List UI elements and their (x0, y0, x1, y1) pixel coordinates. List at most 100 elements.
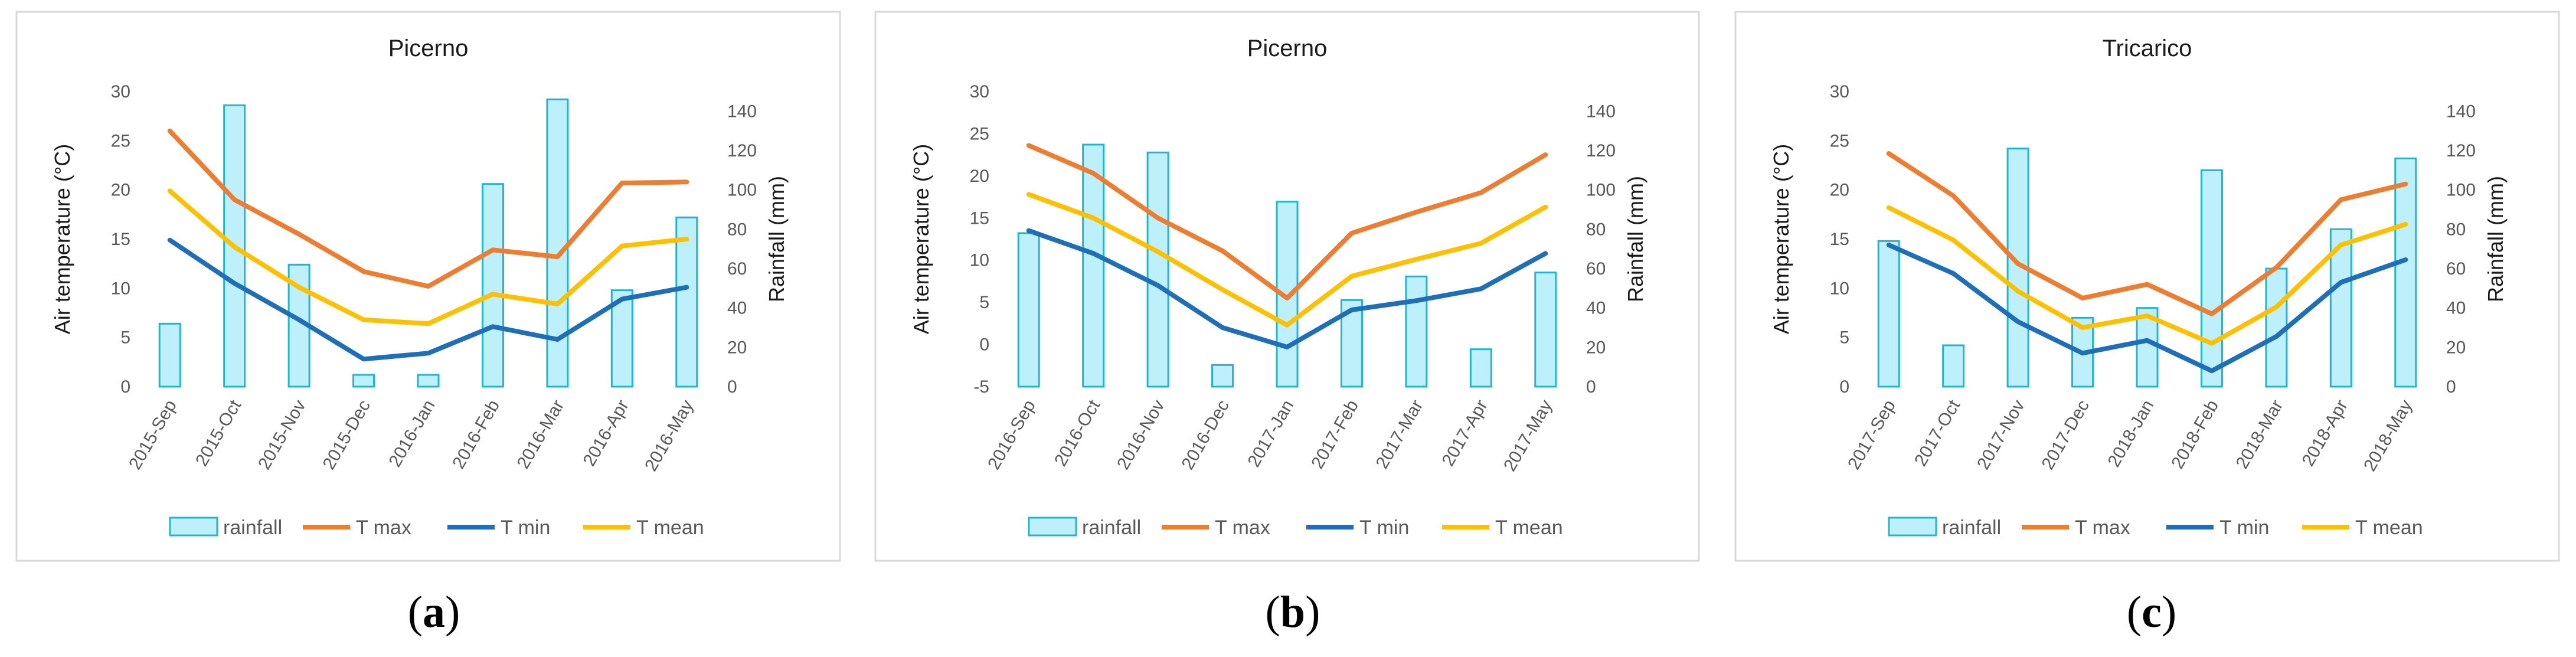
t-mean-line (1886, 205, 2408, 346)
y-left-tick-label: 5 (979, 293, 989, 312)
rainfall-bar (1211, 364, 1234, 388)
y-right-tick-label: 20 (1586, 338, 1606, 357)
rainfall-bar (610, 289, 633, 388)
y-right-tick-label: 100 (1586, 181, 1616, 200)
y-left-tick-label: 30 (1830, 82, 1849, 102)
t-mean-line (1026, 192, 1548, 328)
panel-letter-a: (a) (408, 587, 460, 637)
y-left-tick-label: 20 (1830, 181, 1849, 200)
legend-label: rainfall (1942, 517, 2001, 539)
chart-panel-b: Picerno -5 0 5 10 15 20 25 30 0 20 40 60 80 100 120 140 A… (874, 11, 1700, 562)
legend-label: T min (2219, 517, 2269, 539)
legend-label: T min (1359, 517, 1409, 539)
y-left-tick-label: 0 (979, 335, 989, 355)
t-min-line (1026, 228, 1548, 349)
y-left-axis-title: Air temperature (°C) (1769, 144, 1793, 334)
rainfall-bar (417, 374, 440, 388)
y-right-tick-label: 120 (2446, 141, 2476, 161)
chart-panel-c: Tricarico 0 5 10 15 20 25 30 0 20 40 60 80 100 120 140 A… (1734, 11, 2560, 562)
y-left-axis-title: Air temperature (°C) (909, 144, 933, 334)
y-left-tick-label: 30 (111, 82, 130, 102)
legend-label: T max (1215, 517, 1270, 539)
rainfall-bar (1877, 240, 1900, 388)
rainfall-bar (352, 374, 375, 388)
y-right-tick-label: 40 (727, 299, 747, 318)
y-right-axis-title: Rainfall (mm) (764, 176, 789, 302)
rainfall-bar (1146, 151, 1169, 388)
legend-label: T mean (636, 517, 704, 539)
y-right-tick-label: 120 (1586, 141, 1616, 161)
y-left-tick-label: 20 (111, 181, 130, 200)
y-left-tick-label: 30 (970, 82, 989, 102)
rainfall-bar (1082, 143, 1105, 388)
legend-label: rainfall (1082, 517, 1141, 539)
y-left-tick-label: 20 (970, 166, 989, 186)
y-right-tick-label: 80 (1586, 220, 1606, 239)
y-left-tick-label: 10 (970, 251, 989, 270)
y-right-tick-label: 140 (2446, 102, 2476, 121)
rainfall-bar (675, 216, 698, 388)
y-right-tick-label: 80 (2446, 220, 2466, 239)
y-right-tick-label: 80 (727, 220, 747, 239)
y-right-tick-label: 40 (1586, 299, 1606, 318)
y-right-tick-label: 20 (2446, 338, 2466, 357)
y-left-tick-label: 0 (1839, 377, 1849, 397)
panel-letter-b: (b) (1266, 587, 1320, 637)
legend-rainfall-swatch (1888, 517, 1937, 537)
y-left-tick-label: 5 (1839, 328, 1849, 348)
rainfall-bar (481, 183, 504, 388)
chart-title: Picerno (1247, 35, 1328, 61)
rainfall-bar (2394, 157, 2417, 388)
rainfall-bar (2265, 267, 2288, 388)
y-left-tick-label: 10 (1830, 279, 1849, 298)
y-left-tick-label: -5 (973, 377, 989, 397)
rainfall-bar (1942, 344, 1965, 388)
y-right-axis-title: Rainfall (mm) (2483, 176, 2508, 302)
y-right-tick-label: 120 (727, 141, 757, 161)
legend-rainfall-swatch (169, 517, 218, 537)
rainfall-bar (2200, 169, 2223, 388)
t-max-line (1026, 143, 1548, 300)
legend-label: rainfall (223, 517, 282, 539)
y-left-tick-label: 15 (1830, 230, 1849, 249)
y-right-tick-label: 60 (727, 259, 747, 279)
y-right-tick-label: 20 (727, 338, 747, 357)
y-right-axis-title: Rainfall (mm) (1623, 176, 1647, 302)
rainfall-bar (546, 98, 569, 388)
y-left-axis-title: Air temperature (°C) (50, 144, 74, 334)
y-left-tick-label: 10 (111, 279, 130, 298)
y-right-tick-label: 40 (2446, 299, 2466, 318)
t-min-line (167, 237, 689, 362)
y-right-tick-label: 60 (2446, 259, 2466, 279)
t-mean-line (167, 188, 689, 326)
y-right-tick-label: 100 (727, 181, 757, 200)
panel-letter-c: (c) (2127, 587, 2176, 637)
y-right-tick-label: 140 (1586, 102, 1616, 121)
legend-rainfall-swatch (1028, 517, 1077, 537)
y-right-tick-label: 0 (1586, 377, 1596, 397)
legend-label: T mean (1495, 517, 1563, 539)
rainfall-bar (1469, 348, 1492, 388)
y-right-tick-label: 100 (2446, 181, 2476, 200)
chart-panel-a: Picerno 0 5 10 15 20 25 30 0 20 40 60 80 100 120 140 Air… (15, 11, 841, 562)
chart-title: Picerno (388, 35, 469, 61)
rainfall-bar (1534, 272, 1557, 388)
y-right-tick-label: 0 (2446, 377, 2456, 397)
t-max-line (1886, 151, 2408, 316)
rainfall-bar (158, 322, 181, 388)
legend-label: T min (501, 517, 550, 539)
legend-label: T max (2075, 517, 2130, 539)
rainfall-bar (2329, 228, 2352, 388)
y-left-tick-label: 15 (111, 230, 130, 249)
y-left-tick-label: 25 (970, 124, 989, 143)
y-right-tick-label: 60 (1586, 259, 1606, 279)
y-right-tick-label: 140 (727, 102, 757, 121)
y-left-tick-label: 0 (120, 377, 130, 397)
y-left-tick-label: 25 (111, 131, 130, 151)
legend-label: T mean (2355, 517, 2423, 539)
t-min-line (1886, 243, 2408, 374)
y-right-tick-label: 0 (727, 377, 737, 397)
rainfall-bar (1017, 232, 1040, 388)
y-left-tick-label: 15 (970, 208, 989, 228)
